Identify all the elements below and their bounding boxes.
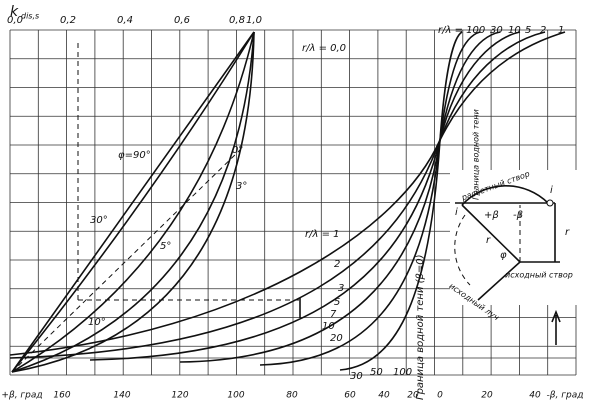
annotation: 3° — [236, 181, 247, 192]
dashed-line — [77, 42, 300, 301]
annotation: 10 — [508, 25, 521, 36]
annotation: 10° — [88, 317, 106, 328]
curve — [9, 31, 546, 359]
annotation: 10 — [322, 321, 335, 332]
annotation: 5 — [334, 297, 340, 308]
inset-label: φ — [500, 250, 507, 261]
top-tick-label: 1,0 — [246, 15, 262, 26]
top-tick-label: 0,0 — [7, 15, 23, 26]
inset-label: +β — [484, 210, 499, 221]
bottom-tick-label: 120 — [171, 391, 188, 401]
annotation: 100 — [393, 367, 412, 378]
y-label: k — [10, 4, 19, 20]
bottom-tick-label: 100 — [227, 391, 244, 401]
inset-label: Граница водной тени — [472, 109, 481, 200]
inset-label: i — [455, 207, 458, 218]
annotation: 50 — [370, 367, 383, 378]
inset-label: r — [486, 235, 491, 246]
bottom-tick-label: 20 — [481, 391, 493, 401]
bottom-tick-label: 80 — [286, 391, 298, 401]
curve — [9, 31, 566, 356]
inset-arc — [461, 185, 549, 206]
bottom-tick-label: 40 — [378, 391, 390, 401]
dashed-line — [11, 149, 241, 373]
curve — [11, 31, 255, 373]
bottom-tick-label: 0 — [437, 391, 443, 401]
bottom-tick-label: 140 — [113, 391, 130, 401]
annotation: 20 — [330, 333, 343, 344]
annotation: r/λ = 100 — [438, 25, 485, 36]
curve — [89, 31, 521, 361]
annotation: 30 — [490, 25, 503, 36]
curve — [11, 31, 255, 373]
bottom-tick-label: 20 — [407, 391, 419, 401]
inset-label: -β — [513, 210, 524, 221]
curve — [11, 31, 255, 373]
arrow — [551, 309, 561, 345]
inset — [450, 170, 580, 345]
shadow-border: Граница водной тени (β=0) — [415, 254, 426, 400]
top-tick-label: 0,4 — [117, 15, 133, 26]
annotation: 3 — [338, 283, 344, 294]
y-sub: dis,s — [21, 12, 39, 21]
top-tick-label: 0,2 — [60, 15, 76, 26]
bottom-tick-label: 160 — [53, 391, 70, 401]
annotation: 1 — [558, 25, 564, 36]
top-tick-label: 0,6 — [174, 15, 190, 26]
bottom-tick-label: 40 — [529, 391, 541, 401]
annotation: 2 — [334, 259, 340, 270]
curves — [9, 31, 566, 373]
curve — [339, 31, 463, 371]
top-tick-label: 0,8 — [229, 15, 245, 26]
inset-point — [546, 199, 554, 207]
annotation: 5° — [160, 241, 171, 252]
annotation: 30° — [90, 215, 108, 226]
bottom-tick-label: +β, град — [1, 391, 42, 401]
inset-background — [450, 170, 580, 305]
inset-ray — [461, 204, 521, 301]
inset-label: r — [565, 227, 570, 238]
annotation: φ=90° — [118, 150, 151, 161]
inset-label: исходный створ — [505, 271, 573, 280]
annotation: 30 — [350, 371, 363, 382]
annotation: 5 — [525, 25, 531, 36]
inset-line — [455, 202, 560, 263]
curve — [179, 31, 501, 363]
bottom-tick-label: -β, град — [547, 391, 584, 401]
annotation: 0° — [232, 145, 243, 156]
curve — [11, 31, 255, 373]
annotation: 7 — [330, 309, 337, 320]
curve — [11, 31, 255, 373]
inset-dash — [454, 205, 521, 286]
annotation: r/λ = 0,0 — [302, 43, 346, 54]
curve — [259, 31, 481, 366]
bottom-tick-label: 60 — [344, 391, 356, 401]
annotation: r/λ = 1 — [305, 229, 340, 240]
annotation: 2 — [540, 25, 546, 36]
inset-label: i — [550, 185, 553, 196]
